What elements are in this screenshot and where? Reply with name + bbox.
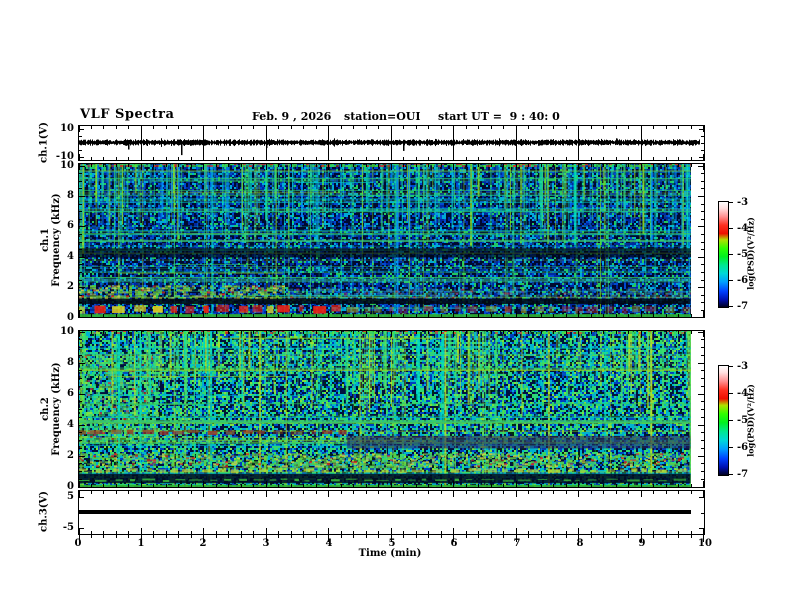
x-tick-label: 0 xyxy=(74,538,82,549)
page-title: VLF Spectra xyxy=(80,107,175,122)
ch2-frequency-unit-label: Frequency (kHz) xyxy=(51,362,62,456)
colorbar1-tick-label: -3 xyxy=(737,197,749,208)
colorbar2-tick-label: -3 xyxy=(737,361,749,372)
colorbar2-tick-label: -7 xyxy=(737,469,749,480)
y-tick-label-spec2: 10 xyxy=(60,326,74,337)
x-tick-label: 7 xyxy=(513,538,521,549)
x-tick-label: 5 xyxy=(388,538,396,549)
y-tick-label-spec1: 4 xyxy=(67,251,74,262)
colorbar2-tick-label: -4 xyxy=(737,388,749,399)
time-axis-label: Time (min) xyxy=(358,548,422,559)
y-tick-label-spec1: 10 xyxy=(60,160,74,171)
ch3-voltage-waveform-panel xyxy=(78,490,705,544)
colorbar2-tick-label: -6 xyxy=(737,442,749,453)
start-ut-label: start UT = 9 : 40: 0 xyxy=(438,110,560,123)
ch1-spectrogram-panel xyxy=(78,163,705,318)
colorbar1-tick-label: -6 xyxy=(737,275,749,286)
y-tick-label-spec1: 6 xyxy=(67,220,74,231)
x-tick-label: 9 xyxy=(638,538,646,549)
colorbar2-tick-label: -5 xyxy=(737,415,749,426)
y-tick-label-spec2: 4 xyxy=(67,419,74,430)
y-tick-label-ch1v: 10 xyxy=(60,123,74,134)
y-tick-label-spec1: 8 xyxy=(67,190,74,201)
y-tick-label-spec1: 2 xyxy=(67,281,74,292)
station-label: station=OUI xyxy=(344,110,421,123)
x-tick-label: 6 xyxy=(450,538,458,549)
x-tick-label: 3 xyxy=(262,538,270,549)
colorbar1-tick-label: -5 xyxy=(737,249,749,260)
colorbar-ch1 xyxy=(718,201,734,308)
x-tick-label: 8 xyxy=(576,538,584,549)
x-tick-label: 4 xyxy=(325,538,333,549)
x-tick-label: 1 xyxy=(137,538,145,549)
ch1-voltage-waveform-panel xyxy=(78,125,705,161)
y-tick-label-spec2: 0 xyxy=(67,481,74,492)
date-label: Feb. 9 , 2026 xyxy=(252,110,332,123)
colorbar1-tick-label: -7 xyxy=(737,301,749,312)
ch3-voltage-axis-label: ch.3(V) xyxy=(38,490,50,533)
y-tick-label-ch3v: 5 xyxy=(67,491,74,502)
y-tick-label-spec2: 6 xyxy=(67,388,74,399)
ch2-spectrogram-panel xyxy=(78,330,705,488)
colorbar-ch2 xyxy=(718,365,734,476)
colorbar1-tick-label: -4 xyxy=(737,223,749,234)
y-tick-label-ch3v: -5 xyxy=(62,522,74,533)
y-tick-label-ch1v: -10 xyxy=(55,151,74,162)
y-tick-label-spec1: 0 xyxy=(67,312,74,323)
x-tick-label: 10 xyxy=(698,538,712,549)
y-tick-label-spec2: 8 xyxy=(67,357,74,368)
y-tick-label-spec2: 2 xyxy=(67,450,74,461)
x-tick-label: 2 xyxy=(199,538,207,549)
